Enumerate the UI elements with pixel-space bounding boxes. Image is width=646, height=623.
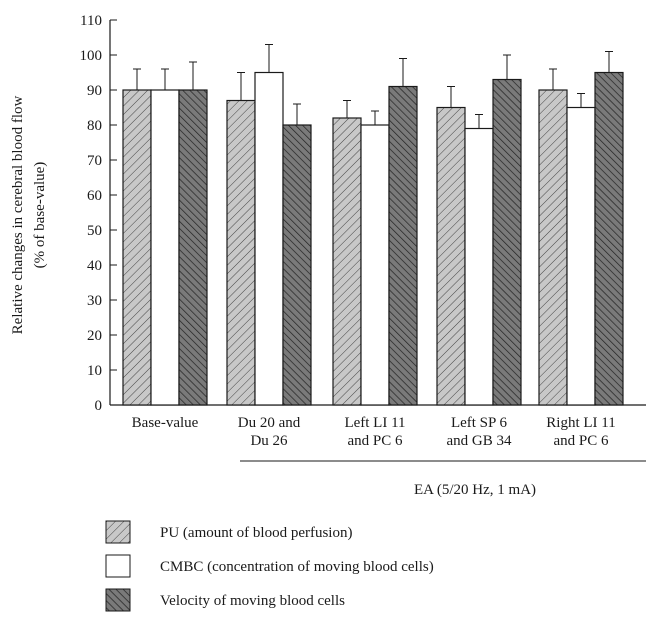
bar-velocity [594,71,624,406]
legend-label-cmbc: CMBC (concentration of moving blood cell… [160,559,434,575]
y-tick-label: 90 [87,83,102,99]
category-labels: Base-value Du 20 and Du 26 Left LI 11 and PC… [132,415,616,449]
bar-velocity [492,78,522,406]
category-label: and PC 6 [347,433,403,449]
bar-velocity [388,85,418,406]
bar-velocity [282,124,312,406]
bar-pu [436,106,466,406]
error-bars [133,44,613,129]
category-label: Left LI 11 [344,415,405,431]
y-tick-label: 50 [87,223,102,239]
y-tick-label: 30 [87,293,102,309]
y-axis-title-line2: (% of base-value) [32,162,48,269]
bars [122,71,624,406]
bar-cmbc [254,71,284,406]
category-label: and GB 34 [447,433,512,449]
bar-pu [332,117,362,406]
category-label: Du 26 [250,433,288,449]
bar-pu [122,89,152,406]
category-label: Du 20 and [238,415,301,431]
category-label: and PC 6 [553,433,609,449]
bar-cmbc [464,127,494,406]
y-tick-label: 100 [80,48,103,64]
category-label: Right LI 11 [546,415,615,431]
legend-swatch-velocity [105,588,131,612]
y-tick-label: 40 [87,258,102,274]
legend-swatch-cmbc [105,554,131,578]
y-tick-label: 0 [95,398,103,414]
category-label: Base-value [132,415,199,431]
ea-group-label: EA (5/20 Hz, 1 mA) [414,482,536,498]
bar-cmbc [360,124,390,406]
axes: 0 10 20 30 40 50 60 70 80 90 100 110 [80,13,646,414]
y-tick-label: 20 [87,328,102,344]
y-axis-title-line1: Relative changes in cerebral blood flow [10,96,26,335]
legend-label-velocity: Velocity of moving blood cells [160,593,345,609]
bar-pu [538,89,568,406]
bar-pu [226,99,256,406]
y-tick-label: 10 [87,363,102,379]
category-label: Left SP 6 [451,415,508,431]
y-tick-label: 60 [87,188,102,204]
legend-label-pu: PU (amount of blood perfusion) [160,525,352,541]
y-tick-label: 80 [87,118,102,134]
bar-velocity [178,89,208,406]
legend: PU (amount of blood perfusion) CMBC (con… [105,520,434,612]
legend-swatch-pu [105,520,131,544]
y-tick-label: 70 [87,153,102,169]
y-tick-label: 110 [80,13,102,29]
bar-cmbc [150,89,180,406]
bar-cmbc [566,106,596,406]
